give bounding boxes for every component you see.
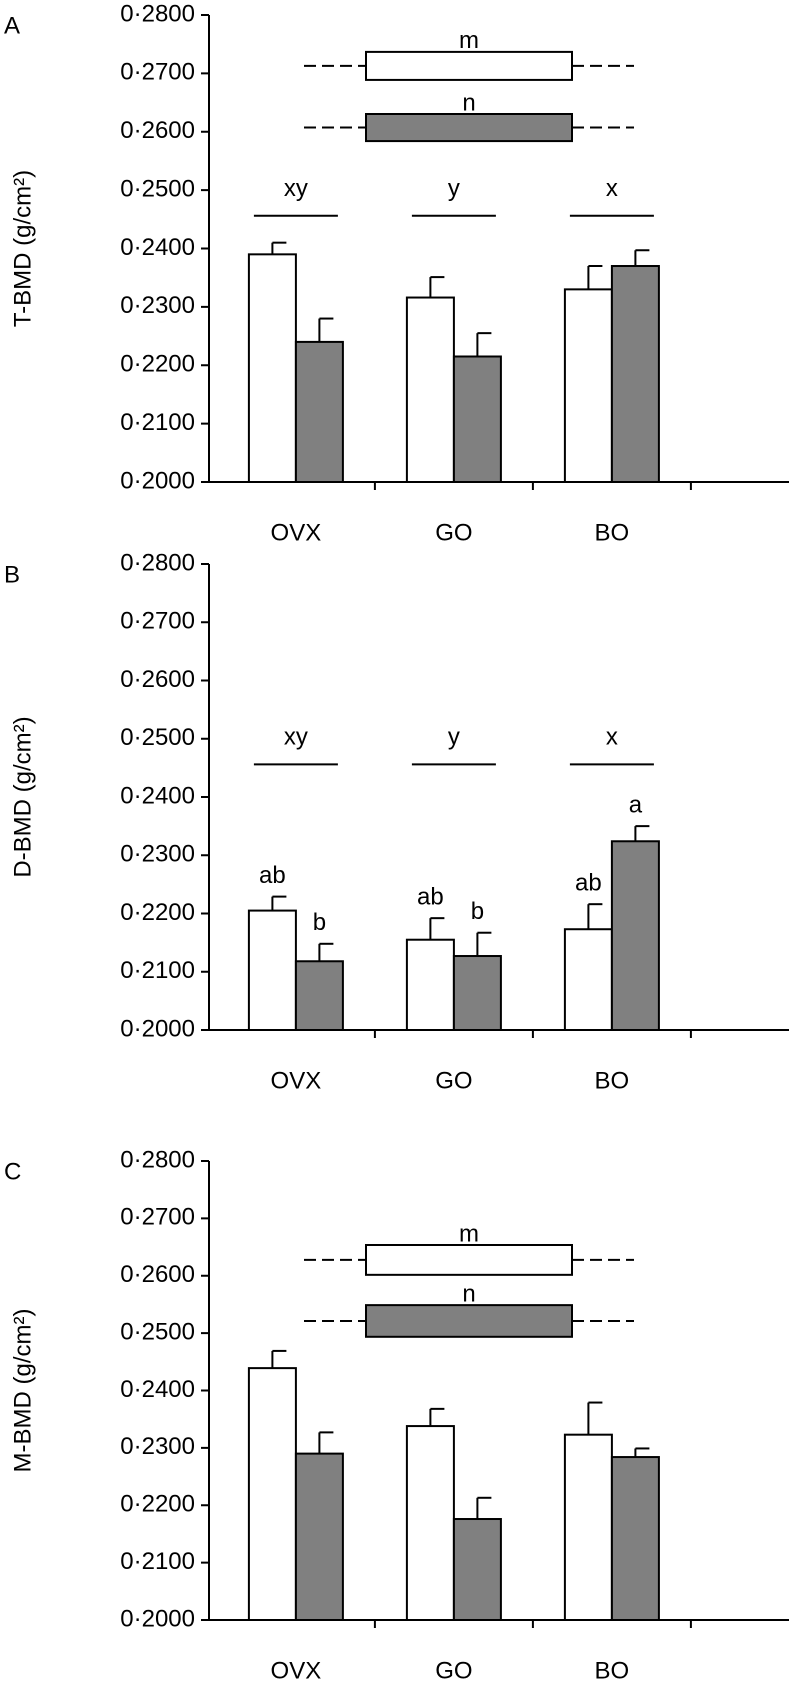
bar — [247, 253, 297, 483]
range-label: n — [462, 89, 475, 116]
bar — [610, 1456, 660, 1622]
bar-letter: b — [471, 898, 484, 925]
y-tick-label: 0·2300 — [120, 841, 195, 868]
panel-label: B — [4, 561, 20, 588]
y-tick-label: 0·2100 — [120, 957, 195, 984]
bar-letter: ab — [417, 884, 444, 911]
x-tick-label: BO — [595, 519, 630, 546]
y-tick-label: 0·2000 — [120, 467, 195, 494]
bar — [294, 340, 344, 483]
y-tick-label: 0·2600 — [120, 1261, 195, 1288]
bar-letter: a — [629, 791, 643, 818]
y-tick-label: 0·2200 — [120, 1491, 195, 1518]
bar — [405, 938, 455, 1032]
bar — [563, 928, 613, 1031]
bar — [294, 1452, 344, 1622]
bar — [563, 288, 613, 483]
bar — [405, 1425, 455, 1622]
bar — [563, 1433, 613, 1621]
bar — [452, 1518, 502, 1622]
bar — [452, 955, 502, 1032]
bar — [247, 909, 297, 1032]
y-tick-label: 0·2300 — [120, 292, 195, 319]
y-tick-label: 0·2600 — [120, 117, 195, 144]
bar — [294, 960, 344, 1032]
y-tick-label: 0·2600 — [120, 666, 195, 693]
x-tick-label: GO — [435, 1067, 472, 1094]
y-axis-label: D-BMD (g/cm²) — [9, 716, 36, 877]
bar — [610, 840, 660, 1032]
y-tick-label: 0·2200 — [120, 899, 195, 926]
y-tick-label: 0·2800 — [120, 549, 195, 576]
group-letter: xy — [284, 175, 308, 202]
range-label: m — [459, 27, 479, 54]
y-axis-label: T-BMD (g/cm²) — [9, 170, 36, 327]
y-tick-label: 0·2500 — [120, 175, 195, 202]
bar — [247, 1367, 297, 1622]
range-bar — [365, 113, 573, 143]
y-tick-label: 0·2000 — [120, 1605, 195, 1632]
y-tick-label: 0·2100 — [120, 409, 195, 436]
y-axis-label: M-BMD (g/cm²) — [9, 1309, 36, 1473]
y-tick-label: 0·2700 — [120, 1204, 195, 1231]
group-letter: y — [448, 175, 460, 202]
y-tick-label: 0·2800 — [120, 0, 195, 27]
y-tick-label: 0·2300 — [120, 1433, 195, 1460]
group-letter: xy — [284, 724, 308, 751]
y-tick-label: 0·2500 — [120, 1318, 195, 1345]
y-tick-label: 0·2700 — [120, 59, 195, 86]
bar-letter: ab — [259, 862, 286, 889]
x-tick-label: GO — [435, 519, 472, 546]
x-tick-label: OVX — [271, 519, 322, 546]
bar — [610, 265, 660, 484]
range-bar — [365, 1304, 573, 1338]
y-tick-label: 0·2800 — [120, 1146, 195, 1173]
x-tick-label: BO — [595, 1657, 630, 1684]
x-tick-label: GO — [435, 1657, 472, 1684]
range-label: m — [459, 1220, 479, 1247]
y-tick-label: 0·2100 — [120, 1548, 195, 1575]
y-tick-label: 0·2400 — [120, 782, 195, 809]
range-bar — [365, 1243, 573, 1276]
range-label: n — [462, 1280, 475, 1307]
bar — [405, 296, 455, 483]
bar — [452, 355, 502, 483]
panel-label: A — [4, 12, 20, 39]
bar-letter: ab — [575, 870, 602, 897]
bar-letter: b — [313, 909, 326, 936]
x-tick-label: OVX — [271, 1657, 322, 1684]
y-tick-label: 0·2400 — [120, 234, 195, 261]
y-tick-label: 0·2400 — [120, 1376, 195, 1403]
y-tick-label: 0·2200 — [120, 351, 195, 378]
group-letter: x — [606, 175, 618, 202]
group-letter: y — [448, 724, 460, 751]
y-tick-label: 0·2000 — [120, 1015, 195, 1042]
y-tick-label: 0·2500 — [120, 724, 195, 751]
range-bar — [365, 50, 573, 81]
x-tick-label: OVX — [271, 1067, 322, 1094]
group-letter: x — [606, 724, 618, 751]
panel-label: C — [4, 1158, 21, 1185]
x-tick-label: BO — [595, 1067, 630, 1094]
y-tick-label: 0·2700 — [120, 608, 195, 635]
